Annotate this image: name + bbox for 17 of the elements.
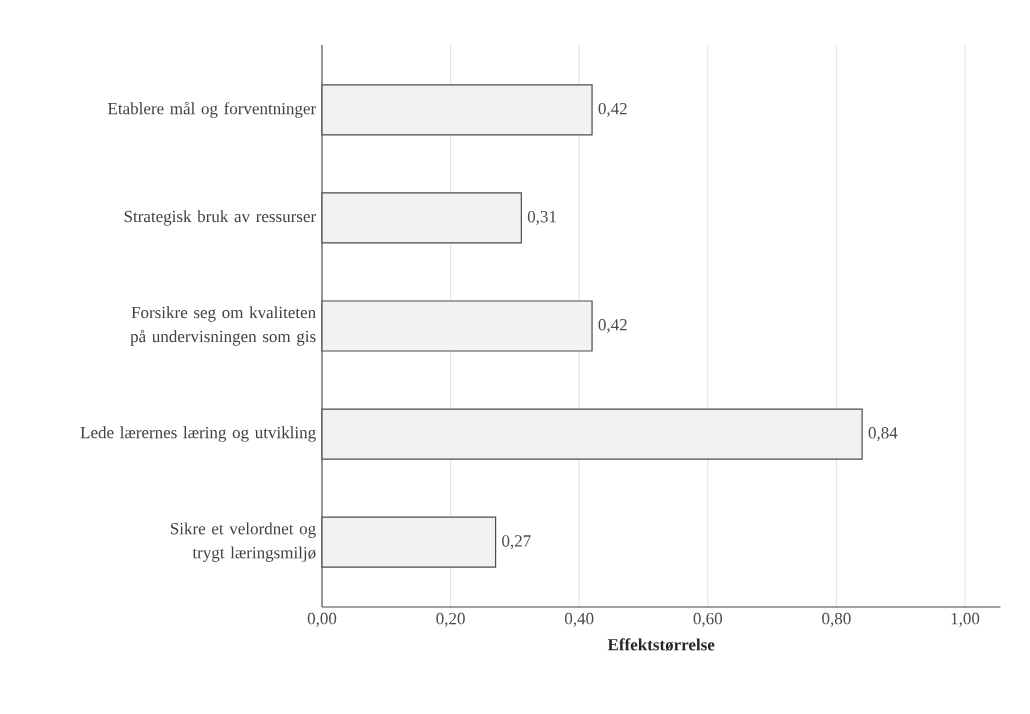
data-label: 0,84 xyxy=(868,427,898,442)
y-tick-label: Sikre et velordnet og trygt læringsmiljø xyxy=(170,522,316,562)
x-tick-label: 1,00 xyxy=(951,612,980,627)
y-tick-label: Strategisk bruk av ressurser xyxy=(124,210,316,226)
x-tick-label: 0,00 xyxy=(307,612,337,627)
y-tick-label: Forsikre seg om kvaliteten på undervisningen som gis xyxy=(130,306,316,346)
x-axis-title: Effektstørrelse xyxy=(607,638,715,651)
y-tick-label: Lede lærernes læring og utvikling xyxy=(80,426,316,442)
data-label: 0,42 xyxy=(598,319,627,333)
x-tick-label: 0,40 xyxy=(564,612,594,627)
x-tick-label: 0,80 xyxy=(822,612,851,627)
data-label: 0,27 xyxy=(502,535,531,550)
x-tick-label: 0,60 xyxy=(693,612,723,627)
y-tick-label: Etablere mål og forventninger xyxy=(107,101,316,118)
data-label: 0,42 xyxy=(598,102,627,117)
x-tick-label: 0,20 xyxy=(436,612,465,627)
data-label: 0,31 xyxy=(527,210,556,225)
